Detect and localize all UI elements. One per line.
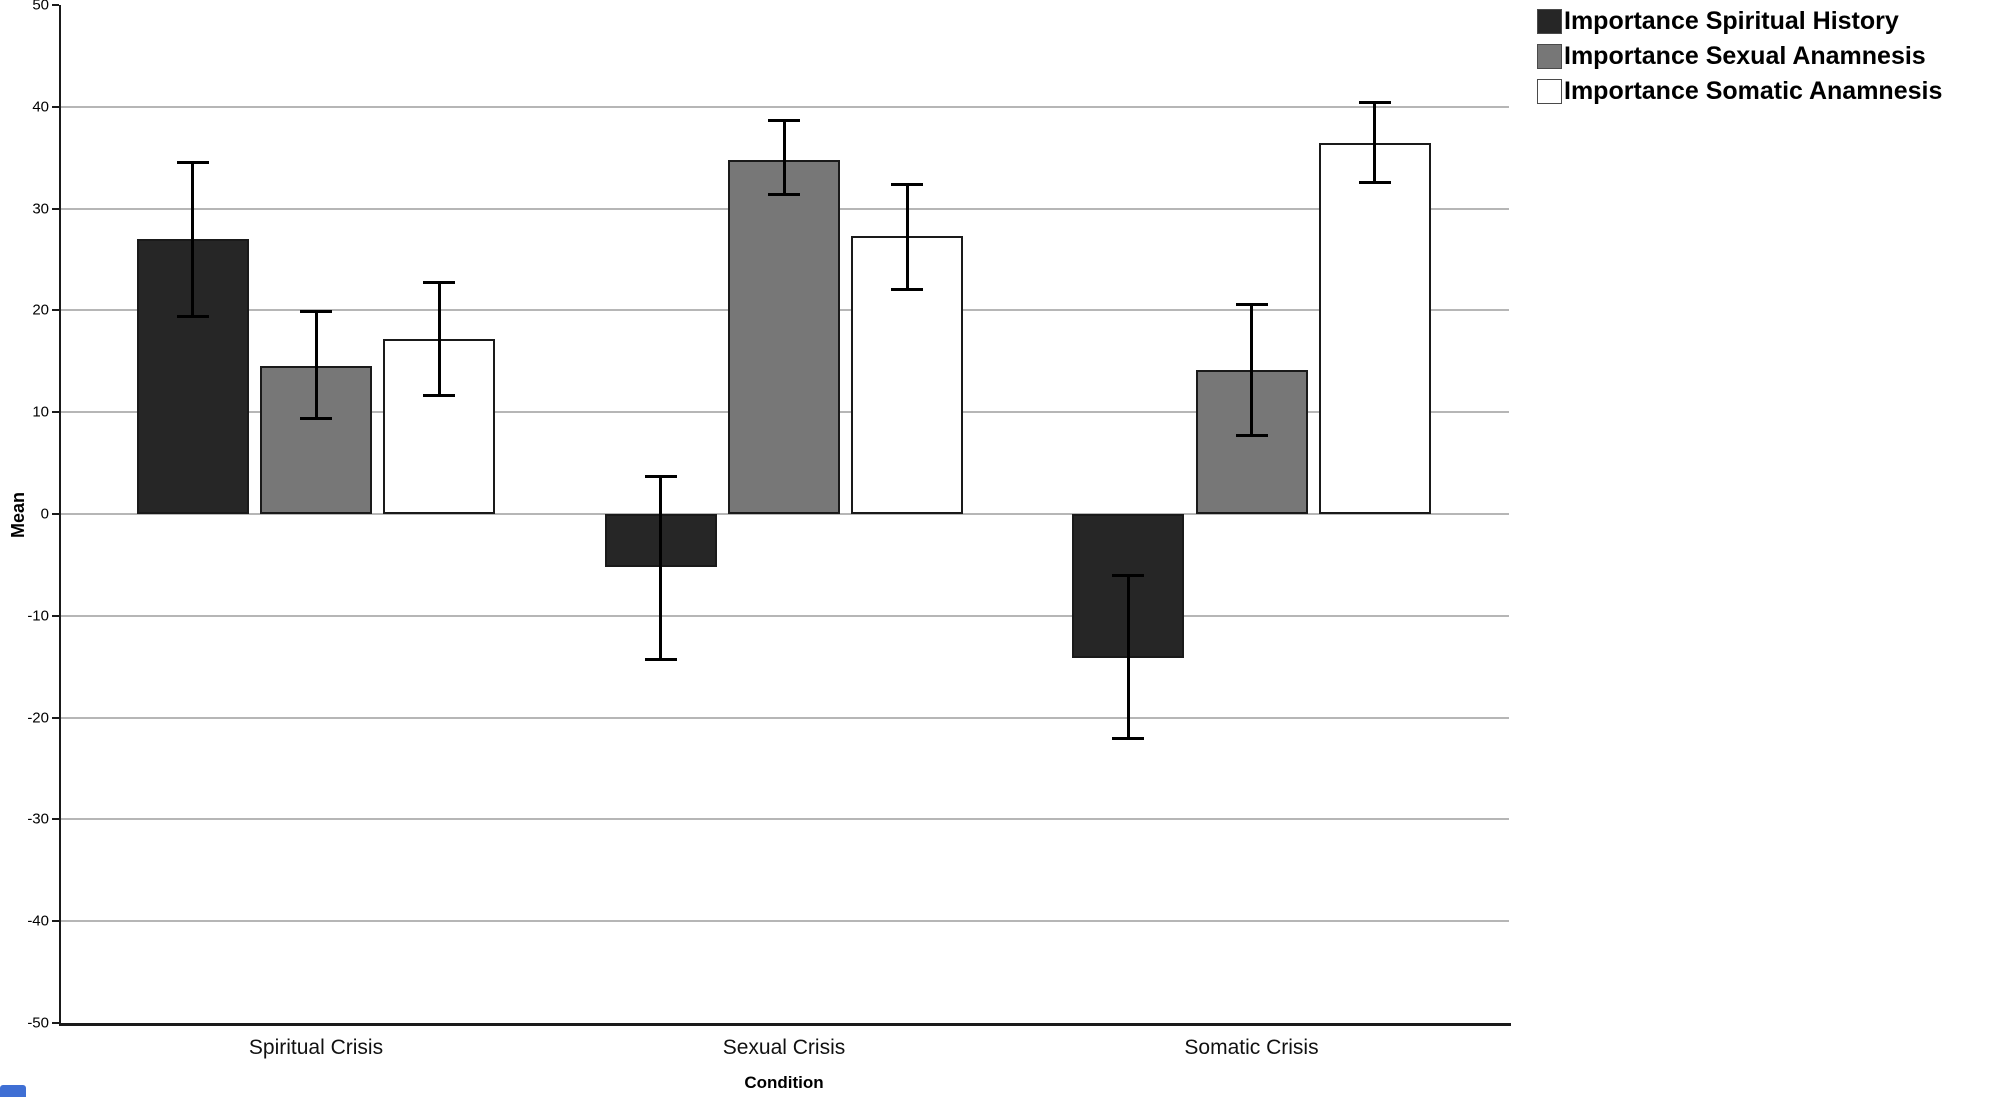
- error-bar-line: [191, 161, 195, 317]
- y-tick-label: -30: [27, 810, 49, 828]
- gridline: [59, 818, 1509, 821]
- y-tick: [52, 105, 59, 108]
- y-tick: [52, 513, 59, 515]
- legend-swatch-somatic-anamnesis: [1537, 78, 1562, 104]
- y-axis-title: Mean: [8, 492, 28, 539]
- error-bar-cap-top: [423, 280, 456, 284]
- legend-swatch-spiritual-history: [1537, 8, 1562, 34]
- bar-somatic-crisis-s2: [1318, 143, 1431, 514]
- error-bar-cap-top: [891, 183, 924, 187]
- y-tick: [52, 309, 59, 312]
- y-tick-label: -10: [27, 607, 49, 625]
- y-tick-label: -20: [27, 709, 49, 727]
- gridline: [59, 716, 1509, 719]
- error-bar-cap-bottom: [300, 417, 332, 421]
- category-label: Sexual Crisis: [722, 1036, 846, 1059]
- error-bar-cap-top: [1112, 574, 1145, 578]
- legend-label: Importance Spiritual History: [1564, 7, 1899, 35]
- window-corner-fragment: [0, 1085, 26, 1097]
- error-bar-cap-top: [1358, 100, 1391, 104]
- y-tick: [52, 920, 59, 923]
- y-tick-label: 40: [32, 98, 49, 116]
- error-bar-line: [437, 281, 441, 396]
- y-tick-label: 10: [32, 403, 49, 421]
- legend-item: Importance Somatic Anamnesis: [1537, 78, 1942, 104]
- y-tick: [52, 716, 59, 719]
- y-tick: [52, 818, 59, 821]
- legend-swatch-sexual-anamnesis: [1537, 43, 1562, 69]
- gridline: [59, 920, 1509, 923]
- legend-item: Importance Sexual Anamnesis: [1537, 43, 1942, 69]
- y-tick-label: -40: [27, 912, 49, 930]
- legend: Importance Spiritual History Importance …: [1537, 8, 1942, 113]
- gridline: [59, 614, 1509, 617]
- y-tick-label: 50: [32, 0, 49, 14]
- error-bar-cap-bottom: [423, 393, 456, 397]
- legend-label: Importance Somatic Anamnesis: [1564, 77, 1943, 105]
- y-tick-label: 0: [40, 505, 49, 523]
- error-bar-cap-bottom: [891, 288, 924, 292]
- error-bar-cap-top: [768, 119, 800, 123]
- y-tick: [52, 1022, 59, 1024]
- error-bar-line: [1373, 101, 1377, 184]
- y-tick-label: -50: [27, 1014, 49, 1032]
- category-label: Somatic Crisis: [1184, 1036, 1319, 1059]
- error-bar-line: [659, 476, 663, 660]
- y-tick: [52, 411, 59, 414]
- bar-sexual-crisis-s1: [728, 159, 840, 514]
- y-tick: [52, 207, 59, 210]
- y-tick: [52, 614, 59, 617]
- error-bar-cap-bottom: [1235, 433, 1268, 437]
- y-tick-label: 20: [32, 301, 49, 319]
- error-bar-cap-top: [176, 160, 209, 164]
- error-bar-line: [905, 184, 909, 291]
- bar-spiritual-crisis-s1: [260, 366, 372, 514]
- x-axis-title: Condition: [744, 1073, 824, 1092]
- y-tick: [52, 4, 59, 6]
- y-tick-label: 30: [32, 200, 49, 218]
- error-bar-cap-top: [300, 310, 332, 314]
- error-bar-cap-bottom: [176, 314, 209, 318]
- error-bar-cap-top: [644, 475, 677, 479]
- error-bar-cap-top: [1235, 303, 1268, 307]
- error-bar-line: [1250, 304, 1253, 436]
- error-bar-cap-bottom: [1358, 181, 1391, 185]
- error-bar-line: [782, 120, 786, 196]
- legend-item: Importance Spiritual History: [1537, 8, 1942, 34]
- error-bar-cap-bottom: [1112, 736, 1145, 740]
- category-label: Spiritual Crisis: [248, 1036, 384, 1059]
- error-bar-line: [1126, 575, 1130, 739]
- gridline: [59, 513, 1509, 515]
- error-bar-cap-bottom: [768, 193, 800, 197]
- gridline: [59, 105, 1509, 108]
- x-axis-line: [59, 1023, 1511, 1026]
- legend-label: Importance Sexual Anamnesis: [1564, 42, 1926, 70]
- error-bar-line: [314, 311, 318, 420]
- y-axis-line: [59, 5, 61, 1023]
- error-bar-cap-bottom: [644, 657, 677, 661]
